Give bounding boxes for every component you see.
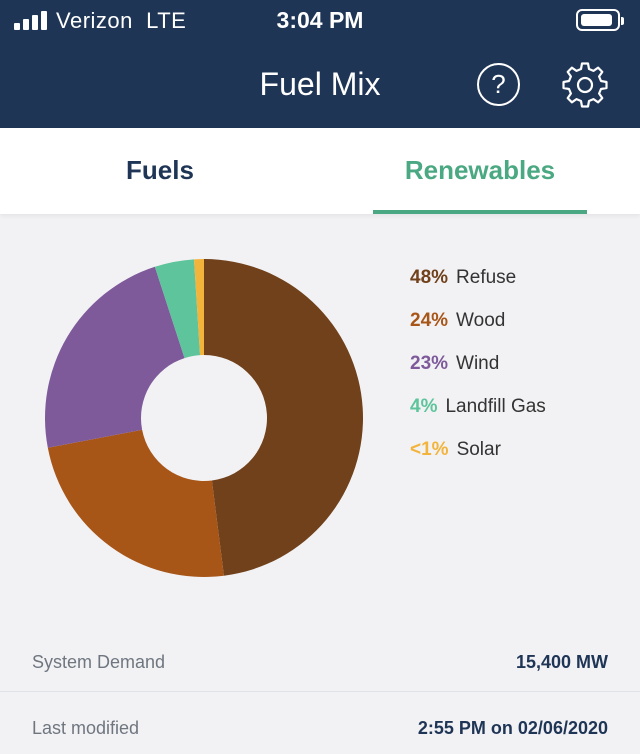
last-modified-row: Last modified 2:55 PM on 02/06/2020 bbox=[0, 697, 640, 754]
legend-label: Wind bbox=[456, 353, 500, 374]
legend-item-wind: 23% Wind bbox=[410, 350, 546, 393]
status-time: 3:04 PM bbox=[276, 7, 364, 33]
system-demand-label: System Demand bbox=[32, 652, 166, 672]
battery-icon bbox=[576, 9, 624, 31]
signal-strength-icon bbox=[14, 10, 48, 30]
legend-item-landfill-gas: 4% Landfill Gas bbox=[410, 393, 546, 436]
legend-label: Solar bbox=[456, 439, 501, 460]
legend-label: Wood bbox=[456, 310, 506, 331]
network-type: LTE bbox=[146, 8, 187, 33]
chart-legend: 48% Refuse 24% Wood 23% Wind 4% Landfill Gas… bbox=[410, 264, 546, 479]
legend-item-wood: 24% Wood bbox=[410, 307, 546, 350]
legend-label: Landfill Gas bbox=[445, 396, 546, 417]
settings-button[interactable] bbox=[562, 62, 608, 108]
help-icon: ? bbox=[491, 69, 506, 99]
status-bar: Verizon LTE 3:04 PM bbox=[0, 0, 640, 40]
help-button[interactable]: ? bbox=[477, 63, 520, 106]
legend-value: <1% bbox=[410, 439, 449, 460]
legend-value: 4% bbox=[410, 396, 438, 417]
gear-icon bbox=[562, 62, 608, 108]
tab-renewables[interactable]: Renewables bbox=[404, 155, 556, 185]
legend-label: Refuse bbox=[456, 267, 517, 288]
last-modified-label: Last modified bbox=[32, 718, 140, 738]
carrier-name: Verizon bbox=[56, 8, 133, 33]
legend-item-solar: <1% Solar bbox=[410, 436, 546, 479]
tab-fuels[interactable]: Fuels bbox=[126, 155, 194, 185]
donut-slice-refuse bbox=[204, 259, 364, 576]
fuel-mix-donut-chart bbox=[45, 259, 364, 577]
divider bbox=[0, 691, 640, 692]
carrier-info: Verizon LTE bbox=[56, 8, 186, 34]
legend-value: 24% bbox=[410, 310, 449, 331]
system-demand-row: System Demand 15,400 MW bbox=[0, 631, 640, 693]
tab-bar: Fuels Renewables bbox=[0, 128, 640, 214]
active-tab-indicator bbox=[373, 210, 587, 214]
legend-value: 48% bbox=[410, 267, 449, 288]
last-modified-value: 2:55 PM on 02/06/2020 bbox=[417, 718, 608, 738]
donut-slice-solar bbox=[194, 259, 204, 356]
donut-slice-wind bbox=[45, 266, 185, 448]
legend-value: 23% bbox=[410, 353, 449, 374]
donut-slice-wood bbox=[47, 429, 224, 577]
page-title: Fuel Mix bbox=[259, 66, 381, 102]
system-demand-value: 15,400 MW bbox=[515, 652, 608, 672]
legend-item-refuse: 48% Refuse bbox=[410, 264, 546, 307]
donut-slice-landfill-gas bbox=[154, 259, 201, 359]
app-header: Verizon LTE 3:04 PM Fuel Mix ? bbox=[0, 0, 640, 128]
